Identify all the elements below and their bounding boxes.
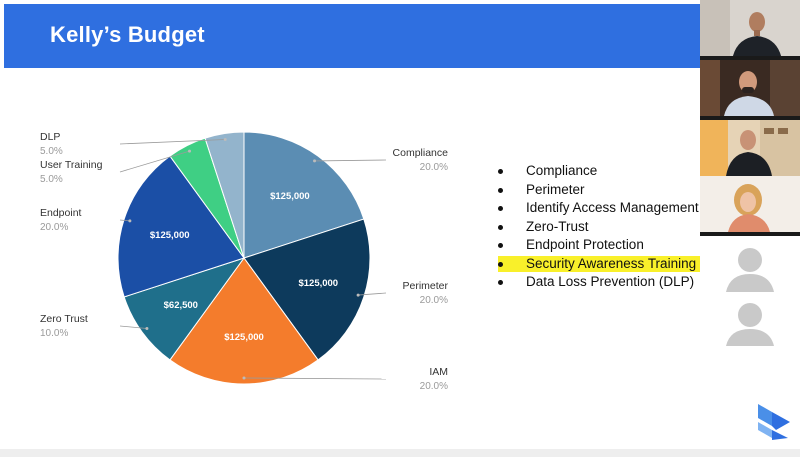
pie-leader-dot — [128, 219, 132, 223]
pie-value-label: $125,000 — [224, 332, 264, 343]
pie-category-label: Compliance — [393, 147, 449, 159]
pie-percent-label: 5.0% — [40, 174, 63, 185]
pie-percent-label: 5.0% — [40, 146, 63, 157]
pie-leader-line — [119, 139, 226, 145]
bullet-item: Compliance — [498, 162, 700, 181]
bullet-item: Zero-Trust — [498, 218, 700, 237]
pie-leader-line — [119, 325, 147, 329]
pie-value-label: $125,000 — [270, 191, 310, 202]
title-banner: Kelly’s Budget — [4, 4, 700, 68]
video-tile[interactable] — [700, 176, 800, 232]
budget-pie-chart: $125,000 Compliance 20.0% $125,000 Perimeter… — [40, 131, 449, 392]
pie-leader-dot — [313, 159, 317, 163]
participant-video-icon — [700, 176, 800, 232]
bullet-item: Identify Access Management — [498, 199, 700, 218]
pie-category-label: User Training — [40, 159, 103, 171]
slide-footer-strip — [0, 449, 800, 457]
participant-video-icon — [700, 60, 800, 116]
pie-percent-label: 20.0% — [420, 295, 448, 306]
pie-value-label: $125,000 — [150, 230, 190, 241]
pie-leader-dot — [145, 327, 149, 331]
pie-leader-line — [119, 150, 190, 173]
pie-leader-line — [358, 292, 387, 296]
pie-leader-line — [314, 159, 387, 162]
bullet-item: Endpoint Protection — [498, 236, 700, 255]
participant-video-icon — [700, 0, 800, 56]
pie-category-label: Endpoint — [40, 207, 82, 219]
pie-category-label: Zero Trust — [40, 313, 88, 325]
pie-leader-line — [243, 377, 387, 380]
bullet-list: Compliance Perimeter Identify Access Man… — [498, 162, 700, 292]
pie-slice-iam — [169, 257, 319, 385]
bullet-item-highlighted: Security Awareness Training — [498, 255, 700, 274]
user-avatar-icon — [700, 236, 800, 292]
brand-logo-icon — [758, 404, 790, 440]
pie-slice-zero-trust — [123, 257, 246, 361]
video-tile[interactable] — [700, 120, 800, 176]
participant-video-icon — [700, 120, 800, 176]
bullet-item: Data Loss Prevention (DLP) — [498, 273, 700, 292]
bullet-item: Perimeter — [498, 181, 700, 200]
pie-leader-dot — [242, 376, 246, 380]
pie-percent-label: 20.0% — [420, 381, 448, 392]
pie-percent-label: 20.0% — [420, 162, 448, 173]
video-participants-panel — [700, 0, 800, 346]
pie-percent-label: 10.0% — [40, 328, 68, 339]
pie-category-label: DLP — [40, 131, 60, 143]
video-tile[interactable] — [700, 236, 800, 292]
pie-leader-dot — [223, 137, 227, 141]
slide-title: Kelly’s Budget — [50, 22, 205, 47]
user-avatar-icon — [700, 292, 800, 346]
video-tile[interactable] — [700, 60, 800, 116]
pie-leader-dot — [188, 149, 192, 153]
pie-category-label: IAM — [429, 366, 448, 378]
pie-slice-perimeter — [243, 218, 371, 361]
pie-leader-line — [119, 219, 130, 222]
pie-slice-endpoint — [117, 155, 245, 298]
pie-value-label: $62,500 — [164, 300, 198, 311]
video-tile[interactable] — [700, 292, 800, 348]
pie-category-label: Perimeter — [402, 280, 448, 292]
pie-leader-dot — [356, 293, 360, 297]
pie-percent-label: 20.0% — [40, 222, 68, 233]
pie-slice-compliance — [243, 131, 365, 259]
pie-value-label: $125,000 — [298, 278, 338, 289]
pie-slice-dlp — [204, 131, 245, 259]
video-tile[interactable] — [700, 0, 800, 56]
